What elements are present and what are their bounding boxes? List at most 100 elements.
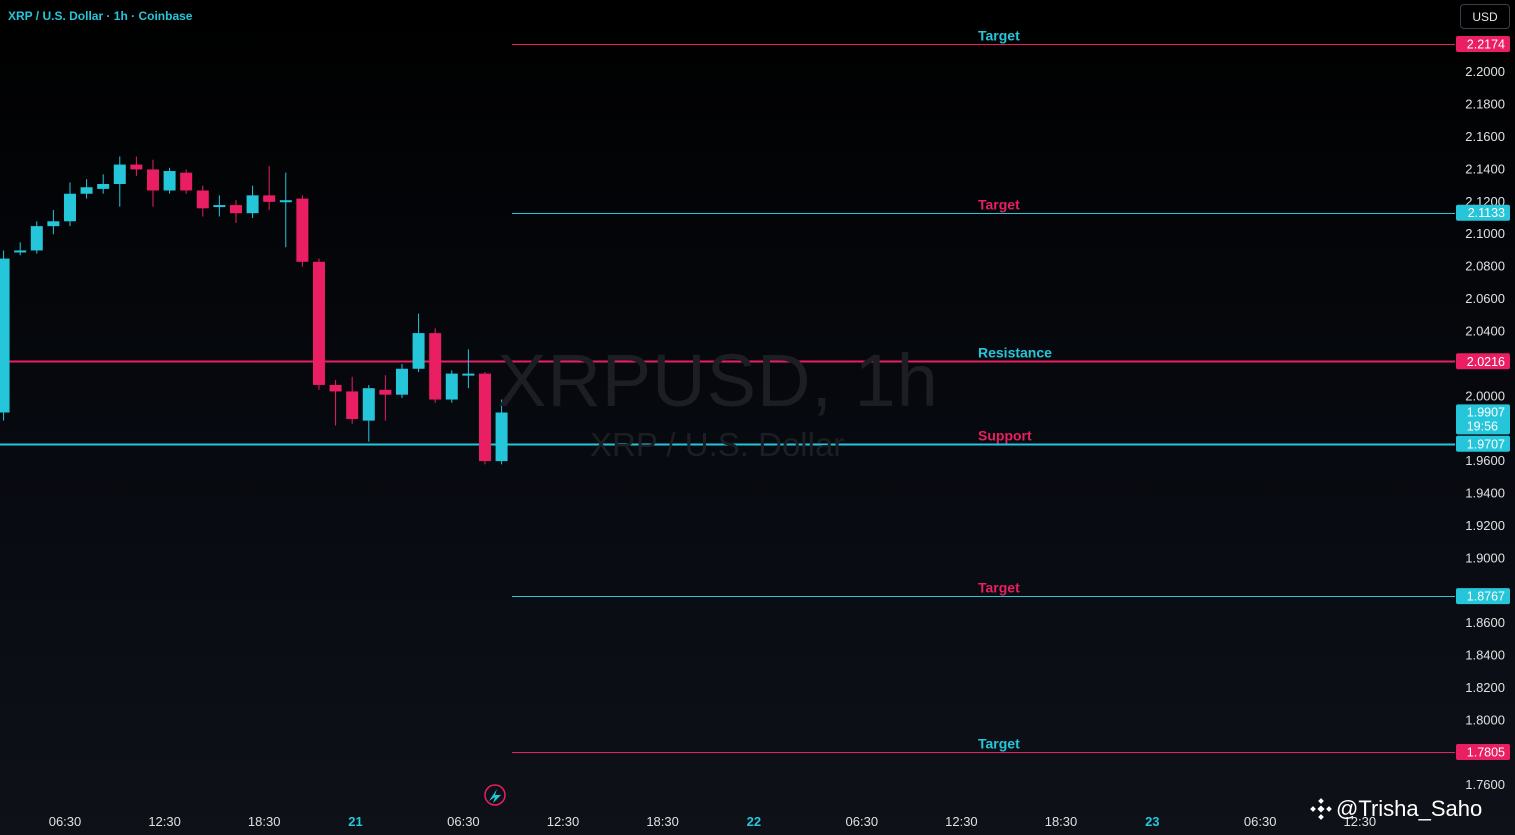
- currency-button[interactable]: USD: [1460, 4, 1510, 29]
- level-label-target: Target: [978, 736, 1020, 752]
- candle: [146, 159, 159, 207]
- price-tick-label: 2.1000: [1465, 226, 1505, 241]
- time-tick-label: 18:30: [1045, 814, 1078, 829]
- price-tick-label: 1.8200: [1465, 680, 1505, 695]
- price-tag-label: 1.9707: [1467, 437, 1505, 451]
- candle: [246, 185, 259, 219]
- level-labels: Target Target Resistance Support Target Targe…: [978, 28, 1052, 752]
- candle-body: [296, 198, 309, 262]
- price-tick-label: 2.1400: [1465, 161, 1505, 176]
- watermark-description: XRP / U.S. Dollar: [590, 426, 845, 463]
- candle-body: [495, 412, 508, 462]
- candle: [279, 172, 292, 248]
- candle-body: [263, 195, 276, 202]
- bar-countdown: 19:56: [1467, 419, 1498, 433]
- candle-body: [329, 384, 342, 392]
- candle: [296, 195, 309, 267]
- candle: [395, 363, 408, 398]
- price-tick-label: 2.0600: [1465, 291, 1505, 306]
- time-tick-label: 06:30: [1244, 814, 1277, 829]
- symbol-title: XRP / U.S. Dollar · 1h · Coinbase: [8, 9, 193, 23]
- price-tag: [1456, 36, 1510, 52]
- author-credit: @Trisha_Saho: [1310, 796, 1482, 822]
- time-tick-label: 06:30: [49, 814, 82, 829]
- last-price-tag: [1456, 404, 1510, 435]
- time-tick-label: 12:30: [945, 814, 978, 829]
- price-tick-label: 2.1600: [1465, 129, 1505, 144]
- time-tick-label: 06:30: [447, 814, 480, 829]
- price-tag: [1456, 744, 1510, 760]
- candle-body: [14, 250, 27, 253]
- price-tick-label: 2.2000: [1465, 64, 1505, 79]
- price-tick-label: 1.8400: [1465, 648, 1505, 663]
- candle-body: [229, 205, 242, 214]
- author-handle: @Trisha_Saho: [1336, 796, 1483, 821]
- price-tag-label: 2.0216: [1467, 355, 1505, 369]
- level-label-target: Target: [978, 580, 1020, 596]
- candle-body: [445, 373, 458, 400]
- price-tag: [1456, 435, 1510, 452]
- price-tag: [1456, 588, 1510, 605]
- candle-body: [429, 333, 442, 400]
- candle: [14, 242, 27, 256]
- candle: [97, 174, 110, 194]
- price-tag-label: 1.7805: [1467, 746, 1505, 760]
- time-tick-label: 18:30: [248, 814, 281, 829]
- candle-body: [180, 172, 193, 191]
- candle: [163, 167, 176, 194]
- candle-body: [47, 221, 60, 227]
- candle: [47, 209, 60, 235]
- candle: [445, 370, 458, 403]
- candle-body: [80, 187, 93, 194]
- candle-body: [395, 368, 408, 395]
- price-axis[interactable]: 2.20002.18002.16002.14002.12002.10002.08…: [1465, 64, 1505, 792]
- candle: [362, 384, 375, 442]
- candle: [196, 185, 209, 217]
- price-tick-label: 1.9600: [1465, 453, 1505, 468]
- candle: [113, 156, 126, 207]
- candle: [263, 166, 276, 210]
- candle-body: [412, 333, 425, 369]
- price-tags: 2.2174 2.1133 2.0216 1.9707 1.8767 1.7805 1.99…: [1456, 36, 1510, 760]
- candle-body: [478, 373, 491, 462]
- price-tick-label: 2.0400: [1465, 323, 1505, 338]
- level-label-target: Target: [978, 28, 1020, 44]
- candle: [346, 376, 359, 424]
- binance-icon: [1310, 798, 1332, 820]
- price-tick-label: 1.9400: [1465, 486, 1505, 501]
- candle: [312, 258, 325, 390]
- candle: [180, 169, 193, 194]
- candle-body: [379, 389, 392, 395]
- price-tag-label: 1.8767: [1467, 590, 1505, 604]
- price-tag: [1456, 353, 1510, 370]
- candle-body: [462, 373, 475, 376]
- watermark-symbol: XRPUSD, 1h: [497, 339, 939, 422]
- time-tick-label: 22: [747, 814, 761, 829]
- time-tick-label: 12:30: [1344, 814, 1377, 829]
- price-tick-label: 1.8600: [1465, 615, 1505, 630]
- candle-body: [362, 388, 375, 421]
- time-tick-label: 06:30: [846, 814, 879, 829]
- ai-assist-icon[interactable]: [484, 784, 506, 806]
- candle-body: [346, 391, 359, 419]
- candle-body: [246, 195, 259, 214]
- candle: [213, 195, 226, 217]
- candle: [462, 349, 475, 389]
- candle-body: [130, 164, 143, 170]
- candle: [379, 375, 392, 421]
- price-tag-label: 2.1133: [1468, 206, 1505, 220]
- candle-body: [213, 205, 226, 208]
- price-tag: [1456, 204, 1510, 221]
- last-price-label: 1.9907: [1467, 405, 1505, 419]
- candles: [0, 156, 508, 465]
- candle-body: [30, 226, 43, 251]
- time-tick-label: 21: [348, 814, 362, 829]
- level-lines: [0, 44, 1455, 753]
- price-tick-label: 1.7600: [1465, 777, 1505, 792]
- candle: [329, 380, 342, 426]
- price-tick-label: 2.0000: [1465, 388, 1505, 403]
- candle: [429, 328, 442, 403]
- candle-body: [163, 171, 176, 191]
- time-axis[interactable]: 06:30 12:30 18:30 21 06:30 12:30 18:30 22 06:30 1…: [49, 814, 1376, 829]
